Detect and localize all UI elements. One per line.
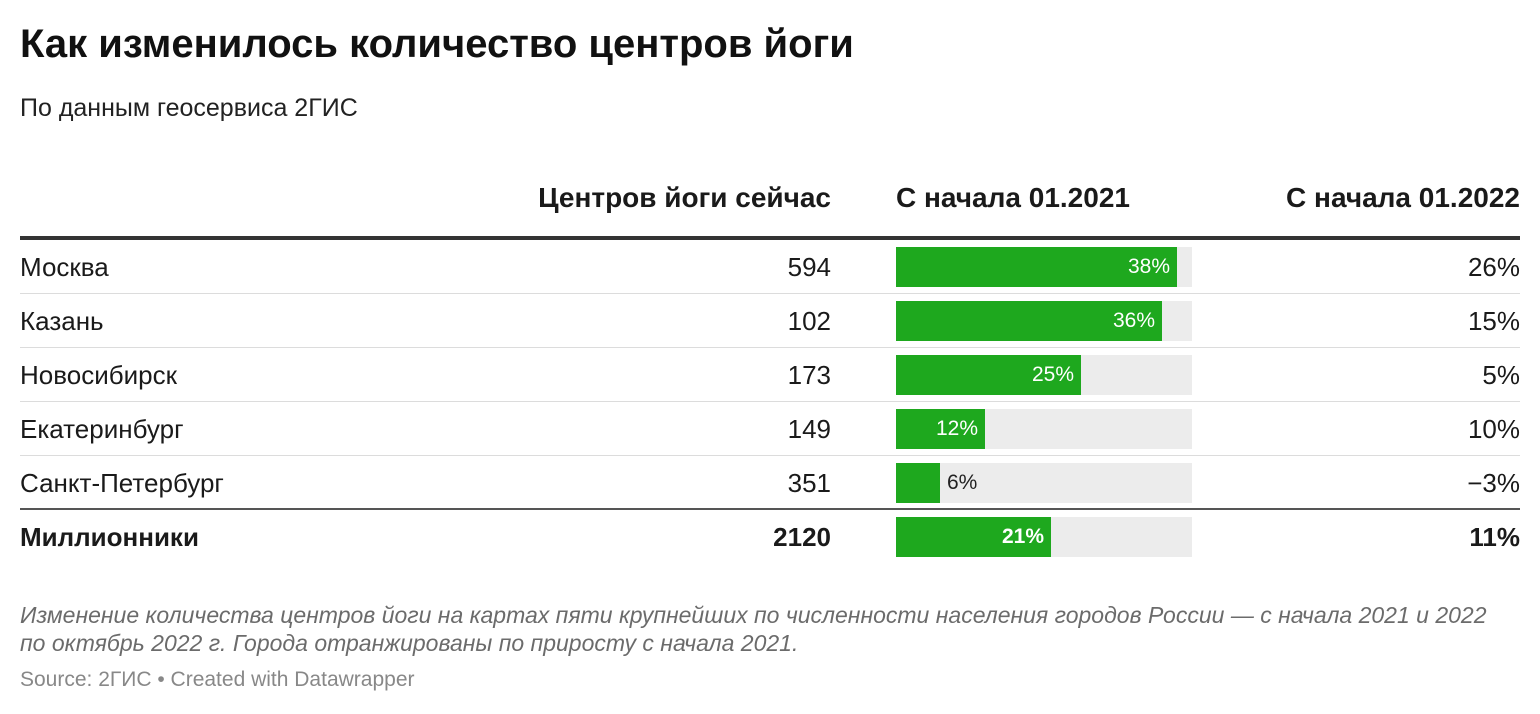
column-header-now: Центров йоги сейчас [538,182,831,213]
total-divider [20,508,1520,510]
growth-2021-bar [896,355,1081,395]
centers-now-value: 149 [787,414,831,444]
centers-now-value: 173 [787,360,831,390]
growth-2021-bar-track: 6% [896,463,1192,503]
city-label: Екатеринбург [20,414,184,444]
growth-2021-label: 21% [1001,525,1044,548]
growth-2021-bar [896,517,1051,557]
column-header-2022: С начала 01.2022 [1286,182,1520,213]
growth-2021-label: 6% [947,471,978,494]
city-label: Санкт-Петербург [20,468,224,498]
row-divider [20,347,1520,348]
growth-2021-label: 36% [1112,309,1155,332]
growth-2022-value: 11% [1469,522,1520,552]
growth-2021-bar [896,247,1177,287]
column-header-2021: С начала 01.2021 [896,182,1130,213]
growth-2021-label: 12% [935,417,978,440]
row-divider [20,455,1520,456]
centers-now-value: 102 [787,306,831,336]
growth-2022-value: 15% [1467,306,1520,336]
header-divider [20,236,1520,240]
table-row: Москва 594 38% 26% [20,240,1520,294]
chart-subtitle: По данным геосервиса 2ГИС [20,94,358,122]
growth-2021-label: 38% [1127,255,1170,278]
table-row: Санкт-Петербург 351 6% −3% [20,456,1520,510]
growth-2021-bar [896,463,940,503]
chart-title: Как изменилось количество центров йоги [20,22,854,66]
centers-now-value: 351 [787,468,831,498]
growth-2022-value: 5% [1482,360,1520,390]
growth-2022-value: 10% [1467,414,1520,444]
growth-2021-bar [896,409,985,449]
chart-note: Изменение количества центров йоги на кар… [20,602,1487,656]
table-row: Екатеринбург 149 12% 10% [20,402,1520,456]
growth-2022-value: 26% [1467,252,1520,282]
growth-2022-value: −3% [1467,468,1520,498]
growth-2021-bar [896,301,1162,341]
table-row: Новосибирск 173 25% 5% [20,348,1520,402]
centers-now-value: 2120 [773,522,831,552]
table-row: Казань 102 36% 15% [20,294,1520,348]
row-divider [20,293,1520,294]
growth-2021-label: 25% [1031,363,1074,386]
growth-2021-bar-track: 21% [896,517,1192,557]
row-divider [20,401,1520,402]
table-total-row: Миллионники 2120 21% 11% [20,510,1520,564]
growth-2021-bar-track: 12% [896,409,1192,449]
city-label: Казань [20,306,104,336]
city-label: Миллионники [20,522,199,552]
growth-2021-bar-track: 36% [896,301,1192,341]
growth-2021-bar-track: 25% [896,355,1192,395]
growth-2021-bar-track: 38% [896,247,1192,287]
chart-source: Source: 2ГИС • Created with Datawrapper [20,668,415,691]
city-label: Новосибирск [20,360,177,390]
centers-now-value: 594 [787,252,831,282]
city-label: Москва [20,252,109,282]
